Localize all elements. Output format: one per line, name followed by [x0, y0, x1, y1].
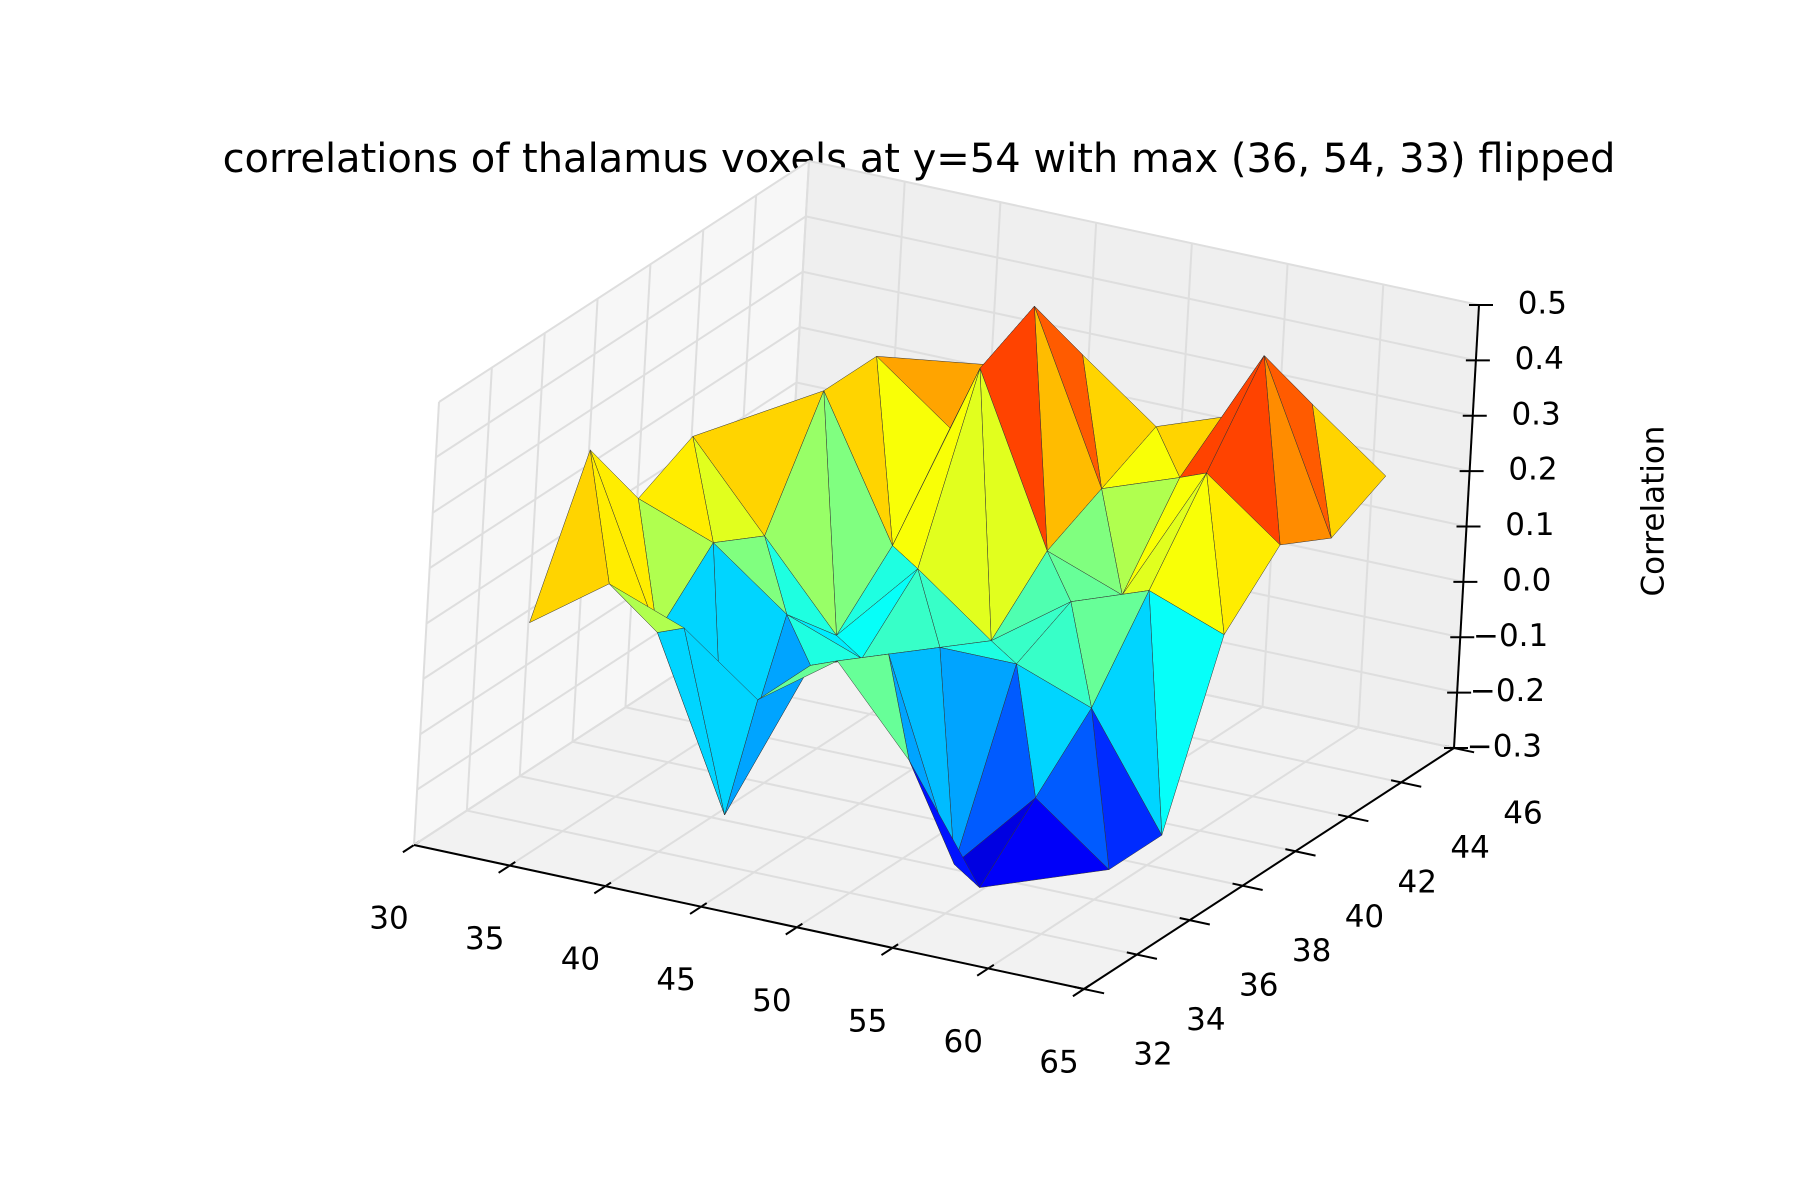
y-tick-label: 46: [1503, 796, 1542, 832]
surface-triangle: [757, 660, 838, 701]
x-tick-label: 40: [561, 942, 600, 978]
y-tick-label: 38: [1292, 933, 1331, 969]
z-axis-line: [1453, 304, 1480, 749]
z-tick-label: 0.3: [1511, 396, 1560, 432]
grid-line: [802, 270, 1473, 417]
z-axis-label: Correlation: [1636, 426, 1672, 597]
surface-triangle: [529, 449, 610, 623]
y-tick-label: 42: [1398, 864, 1437, 900]
grid-line: [519, 775, 1190, 922]
tick-mark: [1390, 779, 1422, 788]
grid-line: [438, 160, 810, 403]
x-tick-label: 65: [1039, 1045, 1078, 1081]
surface-triangle: [908, 760, 980, 888]
grid-line: [987, 726, 1359, 970]
y-tick-label: 44: [1450, 830, 1489, 866]
surface-triangle: [608, 583, 685, 633]
z-tick-label: 0.0: [1502, 562, 1551, 598]
tick-mark: [1338, 813, 1369, 823]
grid-line: [432, 270, 804, 514]
grid-line: [805, 215, 1477, 362]
tick-mark: [1126, 951, 1158, 960]
grid-line: [808, 160, 1480, 306]
x-tick-label: 60: [944, 1024, 983, 1060]
x-tick-label: 55: [848, 1003, 887, 1039]
z-tick-label: 0.1: [1505, 507, 1554, 543]
grid-line: [435, 215, 807, 459]
z-tick-label: −0.2: [1470, 673, 1545, 709]
x-tick-label: 35: [465, 921, 504, 957]
x-axis-line: [413, 844, 1085, 990]
z-tick-label: −0.3: [1467, 729, 1542, 765]
y-tick-label: 34: [1186, 1002, 1225, 1038]
grid-line: [429, 326, 801, 569]
y-tick-label: 40: [1345, 899, 1384, 935]
tick-mark: [880, 943, 899, 956]
tick-mark: [976, 963, 995, 977]
z-tick-label: 0.5: [1518, 286, 1567, 322]
z-tick-label: 0.2: [1508, 452, 1557, 488]
tick-mark: [689, 902, 708, 915]
x-tick-label: 45: [656, 962, 695, 998]
x-tick-label: 30: [369, 901, 408, 937]
tick-mark: [785, 922, 803, 936]
grid-line: [466, 809, 1138, 956]
y-tick-label: 32: [1133, 1037, 1172, 1073]
z-tick-label: −0.1: [1473, 618, 1548, 654]
tick-mark: [1179, 917, 1211, 926]
surface-triangle: [683, 627, 758, 816]
tick-mark: [1232, 882, 1263, 892]
tick-mark: [593, 881, 612, 895]
tick-mark: [498, 861, 516, 874]
tick-mark: [1285, 848, 1316, 857]
x-tick-label: 50: [752, 983, 791, 1019]
surface-triangle: [979, 797, 1110, 888]
grid-line: [572, 740, 1243, 887]
chart-title: correlations of thalamus voxels at y=54 …: [223, 136, 1616, 182]
surface-triangle: [837, 653, 910, 761]
z-tick-label: 0.4: [1515, 341, 1564, 377]
y-axis-line: [1083, 747, 1455, 990]
grid-line: [799, 326, 1470, 473]
y-tick-label: 36: [1239, 968, 1278, 1004]
